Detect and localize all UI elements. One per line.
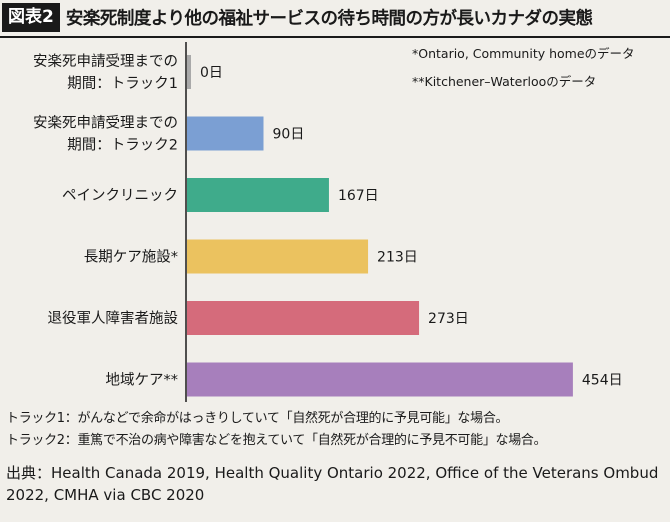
category-label-3-0: 長期ケア施設* [84, 249, 178, 266]
footnote-track1: トラック1：がんなどで余命がはっきりしていて「自然死が合理的に予見可能」な場合。 [6, 411, 509, 426]
chart-title: 安楽死制度より他の福祉サービスの待ち時間の方が長いカナダの実態 [65, 8, 593, 29]
bar-2 [187, 178, 329, 212]
bar-1 [187, 116, 264, 151]
bar-5 [187, 362, 573, 397]
value-label-5: 454日 [582, 373, 623, 389]
category-label-1-0: 安楽死申請受理までの [33, 115, 178, 132]
note-ontario: *Ontario, Community homeのデータ [412, 46, 635, 61]
footnote-track2: トラック2：重篤で不治の病や障害などを抱えていて「自然死が合理的に予見不可能」な… [6, 433, 547, 448]
value-label-1: 90日 [273, 127, 305, 143]
bar-3 [187, 239, 369, 274]
value-label-3: 213日 [377, 250, 418, 266]
footnotes: トラック1：がんなどで余命がはっきりしていて「自然死が合理的に予見可能」な場合。… [6, 408, 547, 452]
value-label-0: 0日 [200, 65, 223, 81]
bar-4 [187, 301, 420, 335]
title-bar: 図表2 安楽死制度より他の福祉サービスの待ち時間の方が長いカナダの実態 [0, 0, 670, 34]
category-label-1-1: 期間：トラック2 [67, 137, 178, 154]
bar-0 [187, 55, 191, 89]
bar-chart: 0日安楽死申請受理までの期間：トラック190日安楽死申請受理までの期間：トラック… [33, 42, 623, 402]
figure-tag: 図表2 [2, 2, 60, 32]
category-label-0-0: 安楽死申請受理までの [33, 53, 178, 70]
category-label-2-0: ペインクリニック [62, 187, 178, 204]
source-citation: 出典：Health Canada 2019, Health Quality On… [6, 464, 659, 504]
title-rule [0, 36, 670, 38]
chart-notes: *Ontario, Community homeのデータ **Kitchener… [412, 40, 635, 96]
category-label-5-0: 地域ケア** [106, 372, 179, 389]
note-kitchener: **Kitchener–Waterlooのデータ [412, 74, 597, 89]
value-label-2: 167日 [338, 188, 379, 204]
value-label-4: 273日 [428, 311, 469, 327]
category-label-4-0: 退役軍人障害者施設 [48, 309, 179, 327]
category-label-0-1: 期間：トラック1 [67, 75, 178, 92]
